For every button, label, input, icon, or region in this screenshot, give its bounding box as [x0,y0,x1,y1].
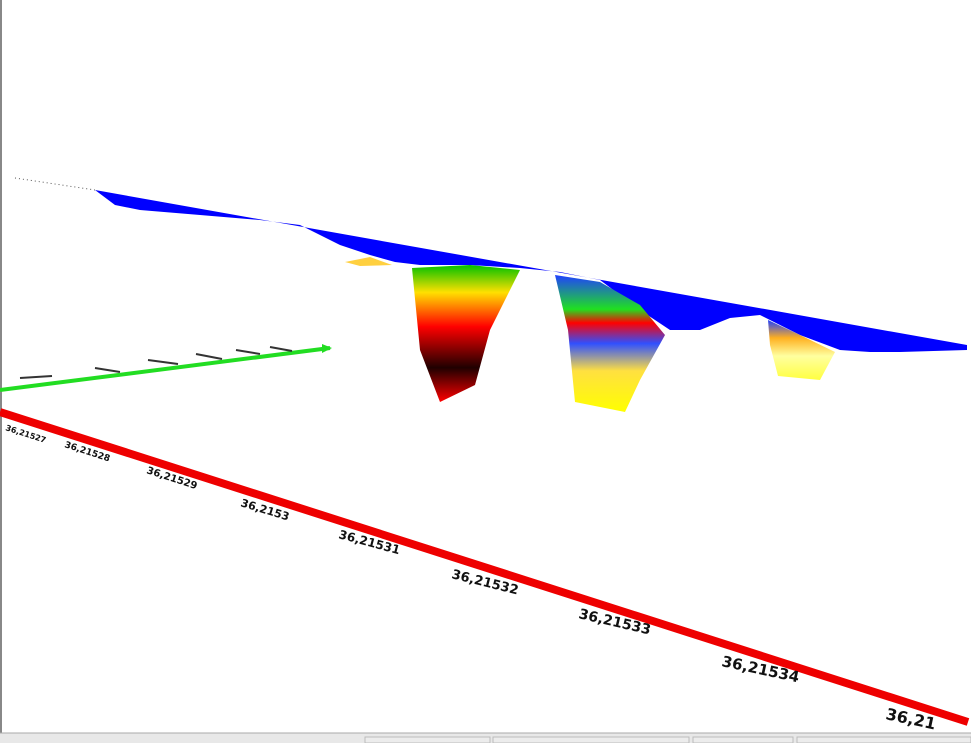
status-bar [0,732,971,743]
surface-edge [14,177,96,191]
x-axis [0,408,970,726]
surface [95,190,967,352]
surface-trough [412,265,520,402]
surface-trough [555,275,665,412]
surface-trough [768,320,835,380]
y-axis [0,346,331,392]
y-axis-arrow [322,344,332,353]
surface-patch [345,257,392,266]
y-axis-ticks [19,346,293,379]
